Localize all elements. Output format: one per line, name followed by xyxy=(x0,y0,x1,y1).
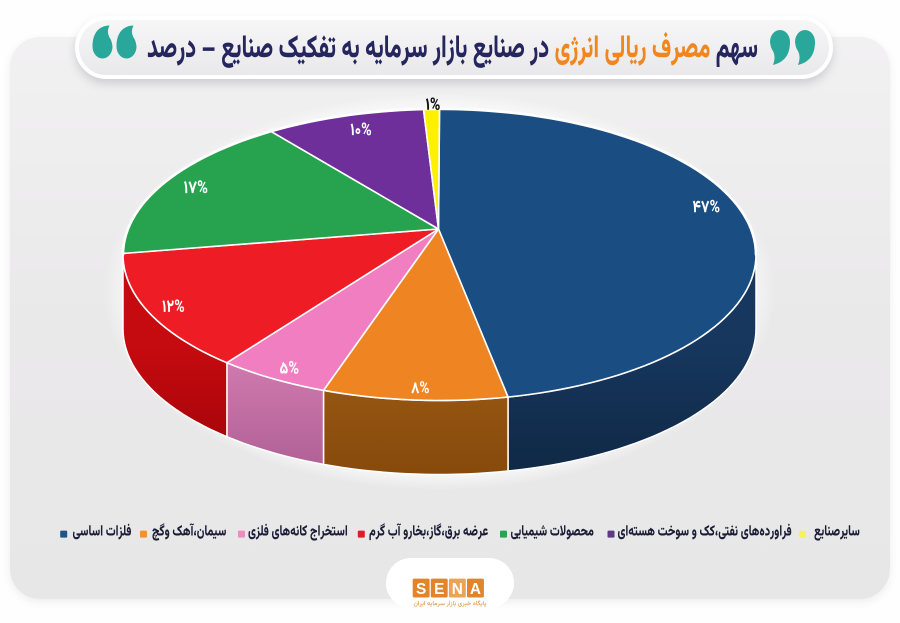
svg-text:A: A xyxy=(470,581,481,598)
svg-text:S: S xyxy=(416,581,426,598)
svg-text:N: N xyxy=(452,581,463,598)
svg-text:E: E xyxy=(434,581,444,598)
